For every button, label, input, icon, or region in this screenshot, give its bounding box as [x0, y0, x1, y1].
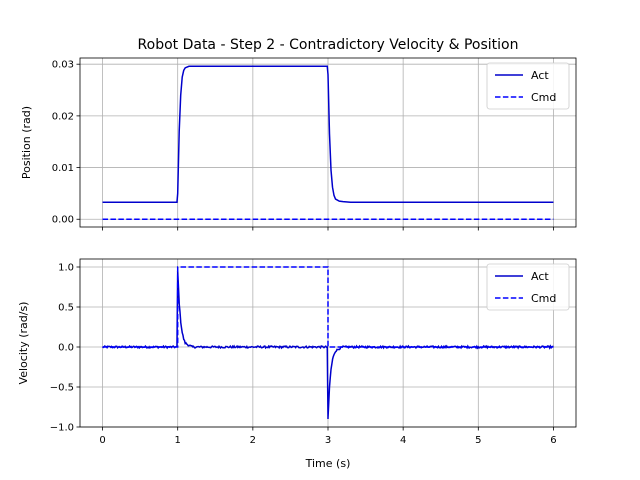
y-tick-label: 0.00 — [52, 215, 74, 226]
y-tick-label: 0.01 — [52, 163, 74, 174]
y-tick-label: 0.03 — [52, 60, 74, 71]
legend-label-cmd: Cmd — [531, 292, 556, 305]
legend-box — [486, 62, 570, 110]
legend-box — [486, 263, 570, 311]
legend-label-act: Act — [531, 270, 549, 283]
y-axis-label: Position (rad) — [20, 106, 33, 179]
legend: Act Cmd — [486, 62, 570, 110]
y-tick-label: −0.5 — [50, 383, 74, 394]
legend-label-act: Act — [531, 69, 549, 82]
x-axis-label: Time (s) — [305, 457, 351, 470]
chart-title: Robot Data - Step 2 - Contradictory Velo… — [138, 37, 519, 53]
x-tick-label: 6 — [550, 435, 556, 446]
x-tick-label: 0 — [99, 435, 105, 446]
legend-label-cmd: Cmd — [531, 91, 556, 104]
y-tick-label: 0.0 — [58, 343, 74, 354]
y-tick-label: 0.5 — [58, 303, 74, 314]
x-tick-label: 1 — [175, 435, 181, 446]
position-subplot: 0.00 0.01 0.02 0.03 Position (rad) Act Cmd — [20, 57, 577, 231]
y-tick-label: −1.0 — [50, 423, 74, 434]
series-line-act — [102, 65, 554, 203]
x-tick-label: 3 — [325, 435, 331, 446]
y-axis-label: Velocity (rad/s) — [17, 302, 30, 385]
x-tick-label: 2 — [250, 435, 256, 446]
series-line-cmd — [102, 266, 554, 348]
velocity-subplot: 0 1 2 3 4 5 6 −1.0 −0.5 0.0 0.5 1.0 Velocity (rad/s)… — [17, 258, 577, 446]
y-tick-label: 0.02 — [52, 111, 74, 122]
x-tick-label: 5 — [475, 435, 481, 446]
legend: Act Cmd — [486, 263, 570, 311]
x-tick-label: 4 — [400, 435, 406, 446]
y-tick-label: 1.0 — [58, 263, 74, 274]
